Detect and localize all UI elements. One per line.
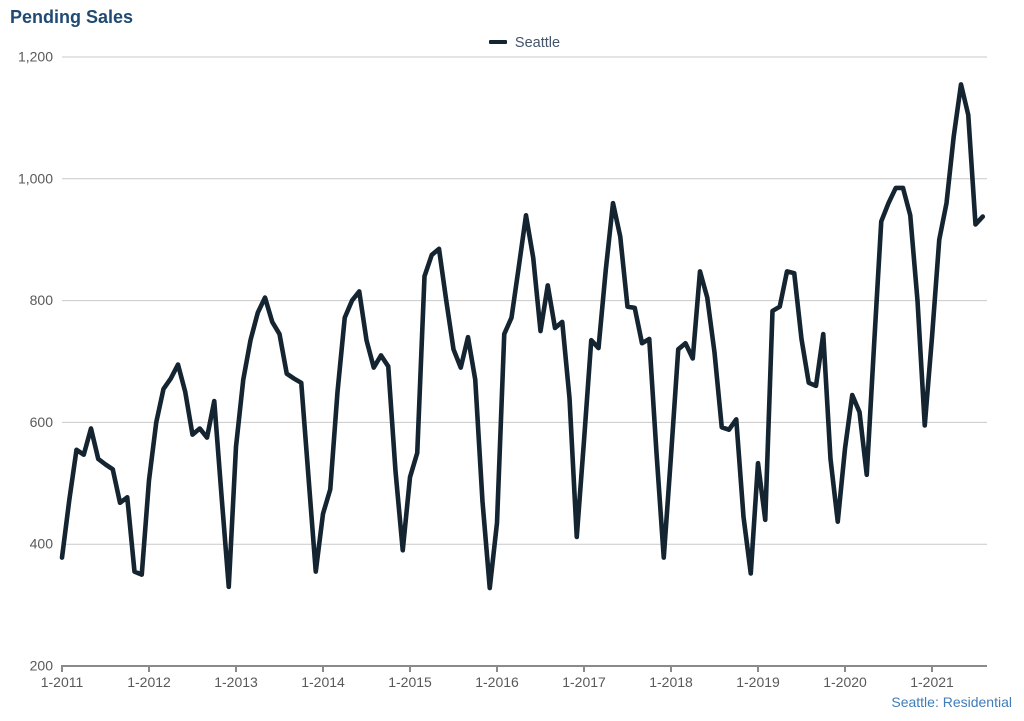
chart-title: Pending Sales bbox=[10, 7, 134, 27]
x-tick-label: 1-2019 bbox=[736, 674, 780, 690]
y-tick-label: 600 bbox=[30, 414, 54, 430]
x-tick-label: 1-2013 bbox=[214, 674, 258, 690]
y-tick-label: 1,000 bbox=[18, 170, 53, 186]
x-tick-label: 1-2016 bbox=[475, 674, 519, 690]
y-tick-label: 800 bbox=[30, 292, 54, 308]
x-tick-label: 1-2017 bbox=[562, 674, 606, 690]
x-tick-label: 1-2020 bbox=[823, 674, 867, 690]
footer-note: Seattle: Residential bbox=[891, 694, 1012, 710]
series-line-seattle bbox=[59, 82, 986, 591]
x-tick-label: 1-2012 bbox=[127, 674, 171, 690]
x-tick-label: 1-2021 bbox=[910, 674, 954, 690]
legend-line-swatch bbox=[488, 40, 507, 44]
legend: Seattle bbox=[62, 33, 987, 53]
x-tick-label: 1-2015 bbox=[388, 674, 432, 690]
y-tick-label: 1,200 bbox=[18, 49, 53, 65]
x-tick-label: 1-2011 bbox=[41, 674, 84, 690]
y-tick-label: 400 bbox=[30, 536, 54, 552]
y-tick-label: 200 bbox=[30, 658, 54, 674]
x-tick-label: 1-2018 bbox=[649, 674, 693, 690]
legend-label: Seattle bbox=[514, 35, 561, 51]
x-tick-label: 1-2014 bbox=[301, 674, 345, 690]
